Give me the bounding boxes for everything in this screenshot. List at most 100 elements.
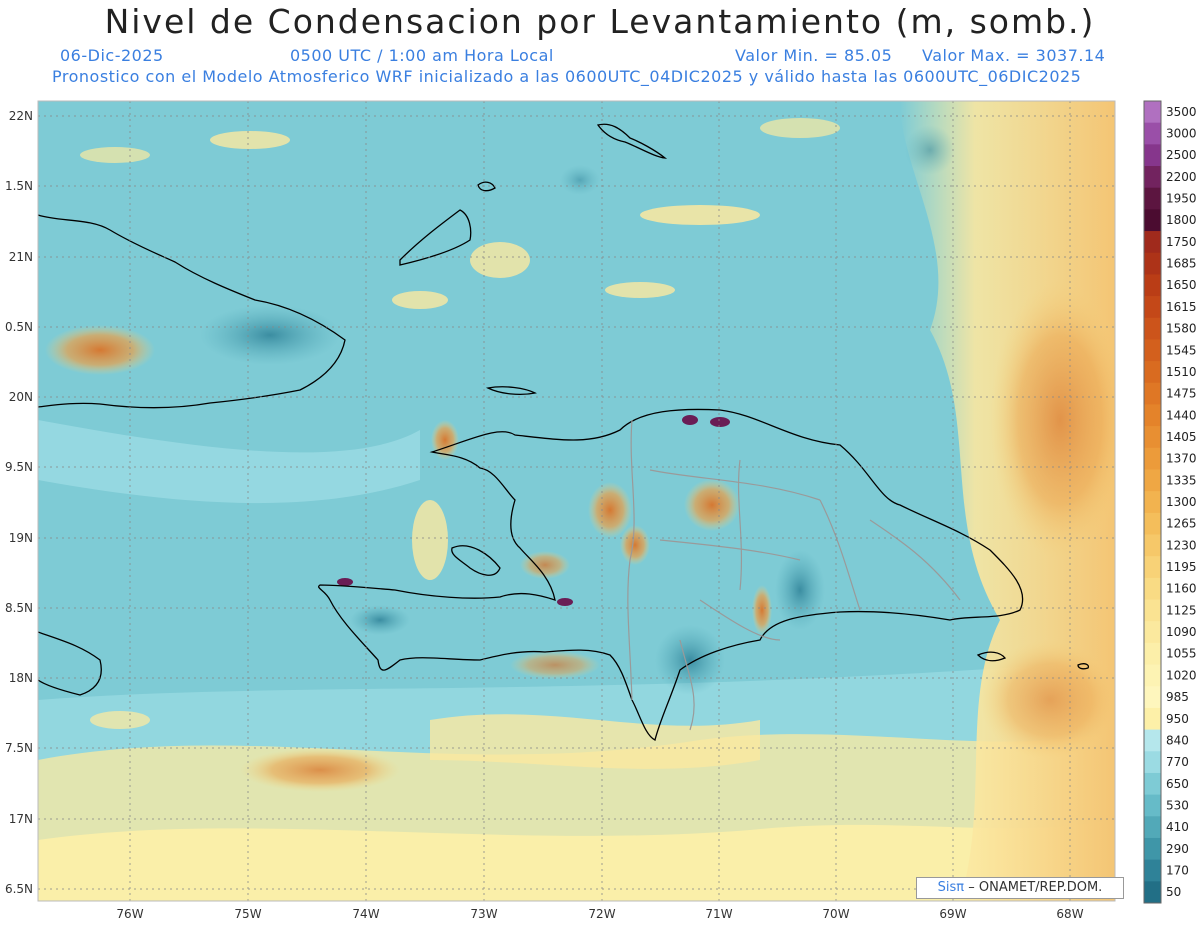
- lon-label: 70W: [822, 907, 849, 921]
- coast-caicos: [596, 123, 668, 159]
- colorbar-label: 2200: [1166, 170, 1197, 184]
- colorbar-label: 1685: [1166, 257, 1197, 271]
- colorbar-swatch: [1144, 187, 1161, 210]
- forecast-time: 0500 UTC / 1:00 am Hora Local: [290, 46, 554, 65]
- coast-jamaica: [37, 631, 102, 696]
- colorbar-label: 1750: [1166, 235, 1197, 249]
- colorbar-swatch: [1144, 426, 1161, 449]
- colorbar-label: 3000: [1166, 127, 1197, 141]
- colorbar-label: 1370: [1166, 452, 1197, 466]
- lon-label: 72W: [588, 907, 615, 921]
- colorbar-swatch: [1144, 707, 1161, 731]
- lon-label: 74W: [352, 907, 379, 921]
- colorbar-swatch: [1144, 296, 1161, 319]
- map-title: Nivel de Condensacion por Levantamiento …: [104, 2, 1096, 41]
- province-borders: [627, 419, 961, 731]
- colorbar-swatch: [1144, 361, 1161, 384]
- colorbar-swatch: [1144, 252, 1161, 275]
- lat-label: 9.5N: [5, 460, 33, 474]
- map-container: 76W 75W 74W 73W 72W 71W 70W 69W 68W 22N …: [0, 95, 1200, 931]
- colorbar-swatch: [1144, 556, 1161, 579]
- colorbar-swatch: [1144, 816, 1161, 839]
- value-max: Valor Max. = 3037.14: [922, 46, 1106, 65]
- lon-axis: 76W 75W 74W 73W 72W 71W 70W 69W 68W: [116, 907, 1083, 921]
- coast-saona: [976, 651, 1007, 662]
- colorbar-swatch: [1144, 859, 1161, 882]
- colorbar-label: 1615: [1166, 300, 1197, 314]
- colorbar-label: 1405: [1166, 430, 1197, 444]
- colorbar-label: 1475: [1166, 387, 1197, 401]
- colorbar-swatch: [1144, 837, 1161, 861]
- colorbar: 3500 3000 2500 2200 1950 1800 1750 1685 1650 1615…: [1143, 100, 1197, 904]
- colorbar-swatch: [1144, 122, 1161, 145]
- sispi-logo: Sisπ: [937, 880, 965, 895]
- colorbar-swatch: [1144, 534, 1161, 557]
- colorbar-label: 1950: [1166, 192, 1197, 206]
- graticule: [38, 101, 1115, 901]
- colorbar-swatch: [1144, 794, 1161, 817]
- colorbar-label: 1800: [1166, 213, 1197, 227]
- colorbar-swatch: [1144, 274, 1161, 297]
- colorbar-label: 1230: [1166, 538, 1197, 552]
- colorbar-swatch: [1144, 404, 1161, 427]
- colorbar-label: 770: [1166, 755, 1189, 769]
- colorbar-label: 1440: [1166, 408, 1197, 422]
- lat-label: 22N: [9, 109, 33, 123]
- colorbar-label: 3500: [1166, 105, 1197, 119]
- colorbar-label: 1160: [1166, 582, 1197, 596]
- coast-gonave: [451, 545, 501, 576]
- colorbar-swatch: [1144, 491, 1161, 514]
- lcl-field: [38, 101, 1115, 901]
- colorbar-swatch: [1144, 512, 1161, 536]
- lat-label: 8.5N: [5, 601, 33, 615]
- colorbar-swatch: [1144, 447, 1161, 470]
- colorbar-swatch: [1144, 772, 1161, 796]
- lat-label: 19N: [9, 531, 33, 545]
- colorbar-label: 1265: [1166, 517, 1197, 531]
- lon-label: 75W: [234, 907, 261, 921]
- lon-label: 71W: [705, 907, 732, 921]
- colorbar-label: 1125: [1166, 603, 1197, 617]
- lon-label: 68W: [1056, 907, 1083, 921]
- colorbar-label: 2500: [1166, 148, 1197, 162]
- lat-label: 18N: [9, 671, 33, 685]
- lat-label: 0.5N: [5, 320, 33, 334]
- value-min: Valor Min. = 85.05: [735, 46, 893, 65]
- colorbar-frame: [1143, 100, 1162, 904]
- colorbar-swatch: [1144, 751, 1161, 774]
- lat-axis: 22N 1.5N 21N 0.5N 20N 9.5N 19N 8.5N 18N …: [5, 109, 33, 896]
- colorbar-label: 1510: [1166, 365, 1197, 379]
- colorbar-label: 1650: [1166, 278, 1197, 292]
- colorbar-label: 50: [1166, 885, 1181, 899]
- colorbar-swatch: [1144, 101, 1161, 124]
- colorbar-label: 290: [1166, 842, 1189, 856]
- colorbar-swatch: [1144, 339, 1161, 362]
- colorbar-swatch: [1144, 144, 1161, 167]
- map-frame: [37, 100, 1116, 902]
- colorbar-swatch: [1144, 729, 1161, 752]
- lat-label: 17N: [9, 812, 33, 826]
- lat-label: 7.5N: [5, 741, 33, 755]
- coastlines: [37, 123, 1090, 741]
- lat-label: 1.5N: [5, 179, 33, 193]
- coast-cuba: [37, 214, 346, 409]
- colorbar-swatch: [1144, 577, 1161, 601]
- colorbar-swatch: [1144, 317, 1161, 340]
- colorbar-label: 1300: [1166, 495, 1197, 509]
- lon-label: 76W: [116, 907, 143, 921]
- colorbar-label: 1335: [1166, 473, 1197, 487]
- colorbar-swatch: [1144, 621, 1161, 644]
- colorbar-label: 1020: [1166, 668, 1197, 682]
- colorbar-label: 530: [1166, 798, 1189, 812]
- colorbar-label: 650: [1166, 777, 1189, 791]
- coast-inagua: [399, 209, 472, 266]
- colorbar-swatch: [1144, 166, 1161, 189]
- lat-label: 20N: [9, 390, 33, 404]
- colorbar-label: 840: [1166, 733, 1189, 747]
- colorbar-label: 170: [1166, 863, 1189, 877]
- forecast-date: 06-Dic-2025: [60, 46, 164, 65]
- coast-mona: [1077, 663, 1090, 670]
- colorbar-label: 1195: [1166, 560, 1197, 574]
- colorbar-swatch: [1144, 599, 1161, 622]
- colorbar-swatch: [1144, 686, 1161, 709]
